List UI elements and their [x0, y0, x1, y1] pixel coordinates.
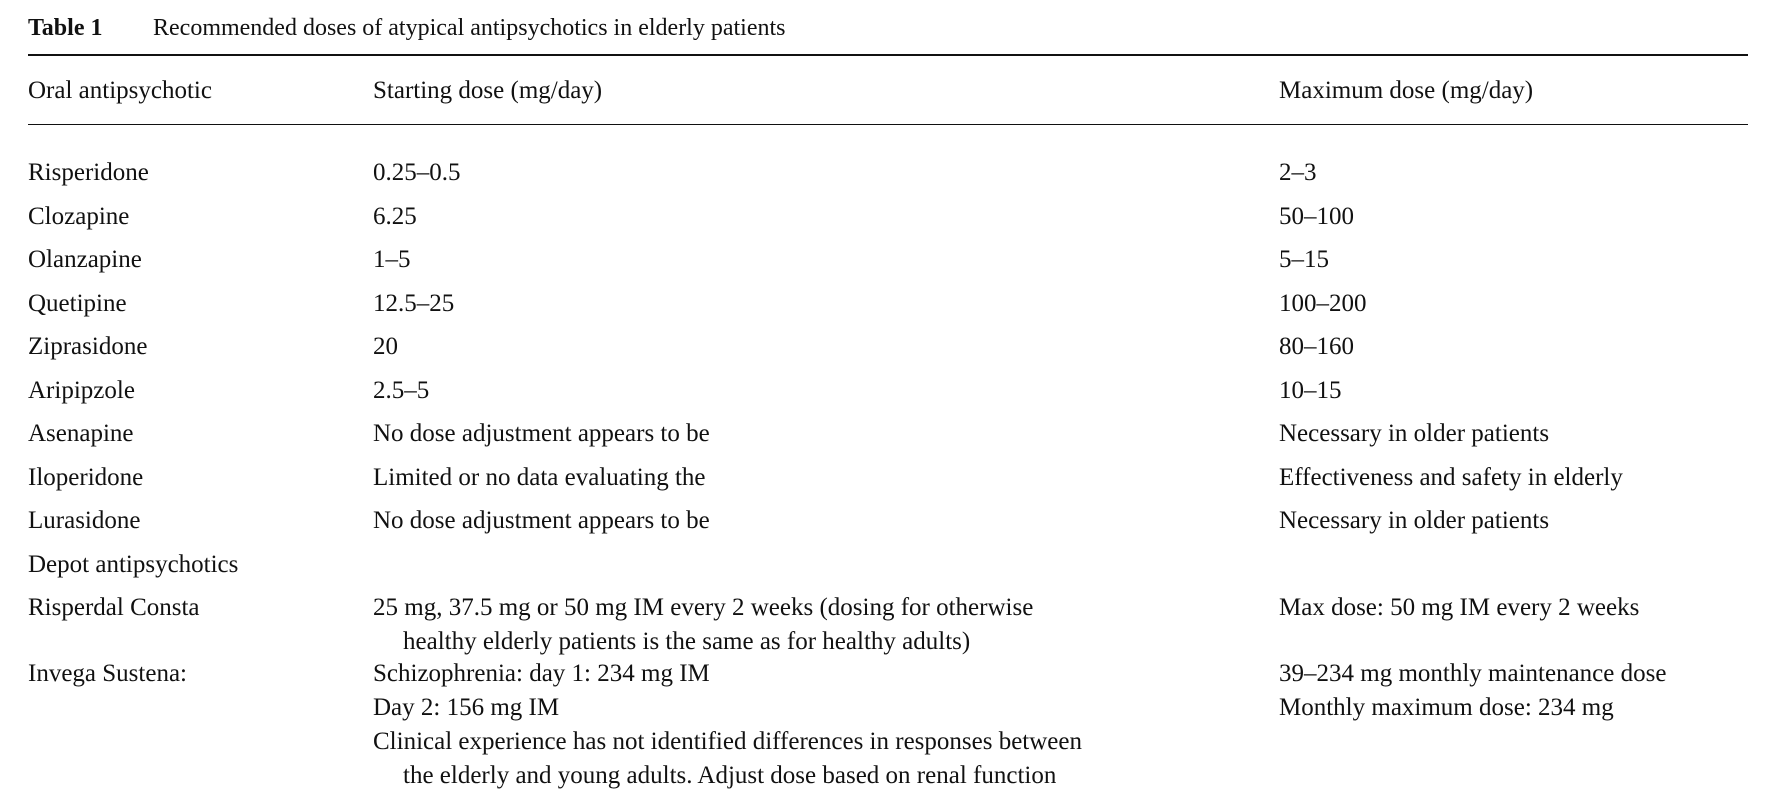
- drug-name: Asenapine: [28, 420, 134, 447]
- table-row: Lurasidone No dose adjustment appears to…: [28, 504, 1748, 548]
- table-caption: Table 1 Recommended doses of atypical ant…: [28, 12, 1748, 44]
- drug-name: Olanzapine: [28, 246, 142, 273]
- maximum-dose-line: Monthly maximum dose: 234 mg: [1279, 694, 1614, 721]
- maximum-dose-line: Max dose: 50 mg IM every 2 weeks: [1279, 594, 1640, 621]
- table-row: Clozapine 6.25 50–100: [28, 200, 1748, 244]
- header-starting-dose: Starting dose (mg/day): [373, 77, 603, 104]
- drug-name: Risperidone: [28, 159, 149, 186]
- starting-dose-line: the elderly and young adults. Adjust dos…: [403, 762, 1057, 789]
- drug-name: Lurasidone: [28, 507, 141, 534]
- starting-dose-line: Clinical experience has not identified d…: [373, 728, 1082, 755]
- starting-dose-line: Day 2: 156 mg IM: [373, 694, 560, 721]
- table-row: Risperidone 0.25–0.5 2–3: [28, 156, 1748, 200]
- table-row: Aripipzole 2.5–5 10–15: [28, 374, 1748, 418]
- table-title: Recommended doses of atypical antipsycho…: [153, 15, 786, 41]
- maximum-dose-line: 39–234 mg monthly maintenance dose: [1279, 660, 1667, 687]
- table-header-row: Oral antipsychotic Starting dose (mg/day…: [28, 74, 1748, 108]
- drug-name: Clozapine: [28, 202, 130, 230]
- table-row: Risperdal Consta 25 mg, 37.5 mg or 50 mg…: [28, 591, 1748, 657]
- maximum-dose: Effectiveness and safety in elderly: [1279, 463, 1623, 491]
- maximum-dose: 39–234 mg monthly maintenance dose Month…: [1279, 657, 1749, 725]
- starting-dose: Limited or no data evaluating the: [373, 463, 706, 491]
- drug-name: Aripipzole: [28, 376, 135, 404]
- maximum-dose: 2–3: [1279, 159, 1317, 186]
- header-maximum-dose: Maximum dose (mg/day): [1279, 77, 1534, 104]
- starting-dose: 6.25: [373, 202, 417, 230]
- starting-dose: 12.5–25: [373, 289, 455, 317]
- drug-name: Ziprasidone: [28, 333, 148, 360]
- maximum-dose: Necessary in older patients: [1279, 420, 1550, 447]
- drug-name: Risperdal Consta: [28, 594, 200, 621]
- starting-dose: 20: [373, 333, 398, 360]
- table-row: Asenapine No dose adjustment appears to …: [28, 417, 1748, 461]
- starting-dose: 2.5–5: [373, 376, 430, 404]
- maximum-dose: Necessary in older patients: [1279, 507, 1550, 534]
- starting-dose-line: healthy elderly patients is the same as …: [403, 628, 971, 655]
- table-container: Table 1 Recommended doses of atypical ant…: [28, 12, 1748, 789]
- table-row: Olanzapine 1–5 5–15: [28, 243, 1748, 287]
- starting-dose-line: Schizophrenia: day 1: 234 mg IM: [373, 660, 710, 687]
- maximum-dose: 10–15: [1279, 376, 1342, 404]
- starting-dose: No dose adjustment appears to be: [373, 420, 710, 447]
- header-oral-antipsychotic: Oral antipsychotic: [28, 77, 212, 104]
- table-body: Risperidone 0.25–0.5 2–3 Clozapine 6.25 …: [28, 156, 1748, 797]
- drug-name: Invega Sustena:: [28, 660, 187, 687]
- section-row-depot: Depot antipsychotics: [28, 548, 1748, 592]
- starting-dose: No dose adjustment appears to be: [373, 507, 710, 534]
- maximum-dose: 100–200: [1279, 289, 1367, 317]
- table-row: Quetipine 12.5–25 100–200: [28, 287, 1748, 331]
- top-rule: [28, 54, 1748, 56]
- table-label: Table 1: [28, 15, 103, 41]
- table-row: Ziprasidone 20 80–160: [28, 330, 1748, 374]
- starting-dose: 0.25–0.5: [373, 159, 461, 186]
- maximum-dose: 5–15: [1279, 246, 1329, 273]
- starting-dose-line: 25 mg, 37.5 mg or 50 mg IM every 2 weeks…: [373, 594, 1034, 621]
- drug-name: Iloperidone: [28, 463, 144, 491]
- starting-dose: Schizophrenia: day 1: 234 mg IM Day 2: 1…: [373, 657, 1233, 793]
- maximum-dose: 80–160: [1279, 333, 1354, 360]
- maximum-dose: Max dose: 50 mg IM every 2 weeks: [1279, 591, 1749, 625]
- section-label-depot: Depot antipsychotics: [28, 550, 239, 578]
- starting-dose: 25 mg, 37.5 mg or 50 mg IM every 2 weeks…: [373, 591, 1233, 659]
- header-rule: [28, 124, 1748, 125]
- starting-dose: 1–5: [373, 246, 411, 273]
- table-row: Iloperidone Limited or no data evaluatin…: [28, 461, 1748, 505]
- drug-name: Quetipine: [28, 289, 127, 317]
- table-row: Invega Sustena: Schizophrenia: day 1: 23…: [28, 657, 1748, 797]
- maximum-dose: 50–100: [1279, 202, 1354, 230]
